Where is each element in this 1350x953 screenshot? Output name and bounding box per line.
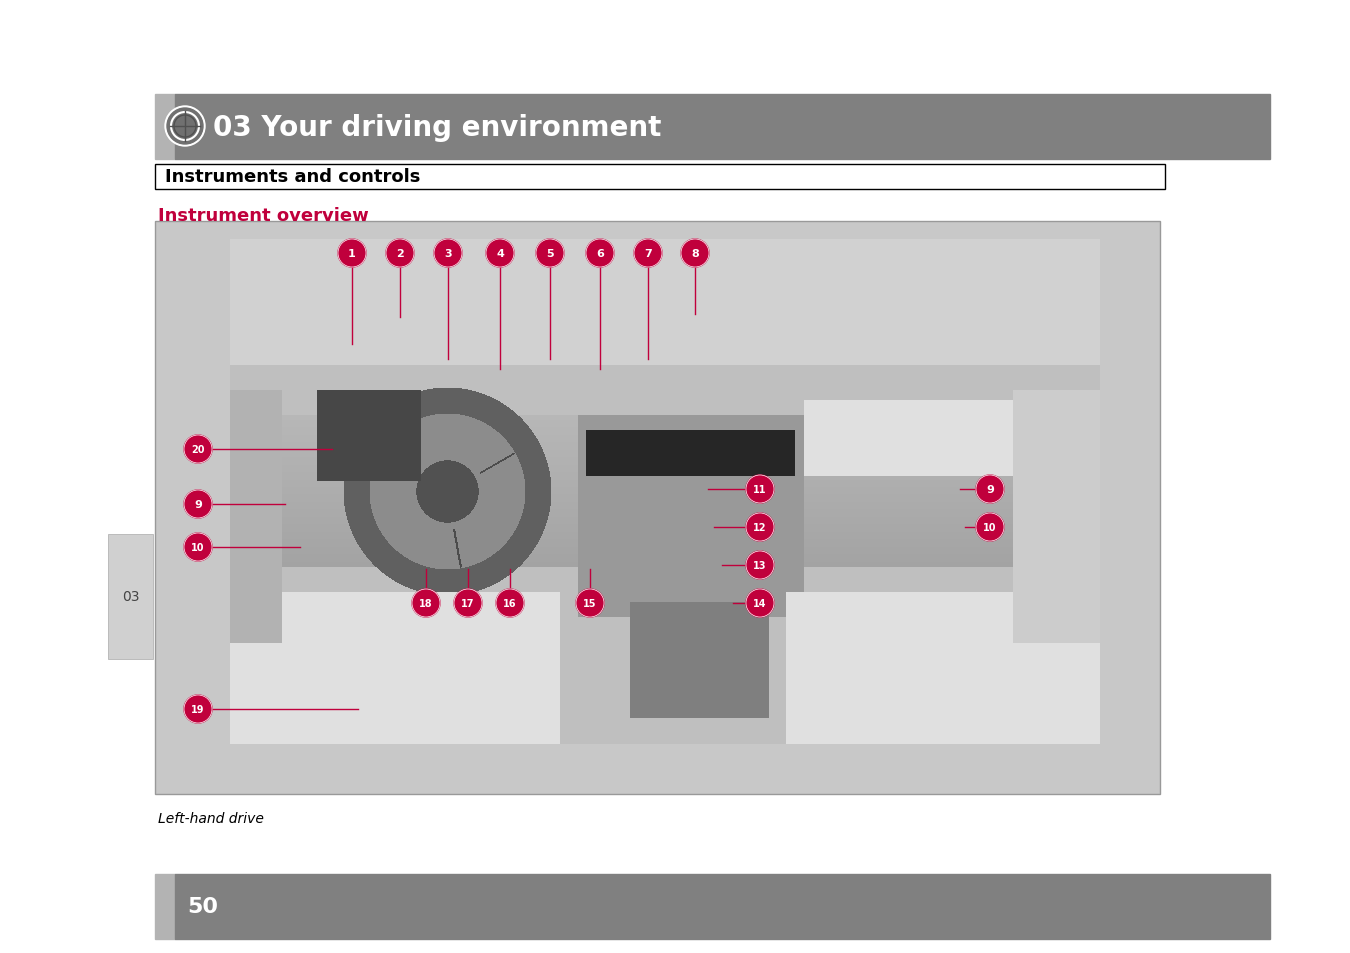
- Bar: [155, 222, 1160, 794]
- Circle shape: [747, 514, 774, 541]
- Circle shape: [386, 240, 414, 268]
- Text: Instruments and controls: Instruments and controls: [165, 169, 420, 186]
- Text: 3: 3: [444, 249, 452, 258]
- Bar: [108, 535, 153, 659]
- Bar: [155, 874, 176, 939]
- Text: 03 Your driving environment: 03 Your driving environment: [213, 113, 662, 141]
- Circle shape: [586, 240, 614, 268]
- Circle shape: [184, 491, 212, 518]
- Circle shape: [433, 240, 462, 268]
- Text: 20: 20: [192, 444, 205, 455]
- Text: Instrument overview: Instrument overview: [158, 207, 369, 225]
- Circle shape: [167, 109, 202, 145]
- Circle shape: [495, 589, 524, 618]
- Circle shape: [536, 240, 564, 268]
- Text: 03: 03: [122, 590, 139, 604]
- Circle shape: [165, 107, 205, 147]
- Text: 2: 2: [396, 249, 404, 258]
- Circle shape: [184, 696, 212, 723]
- Circle shape: [747, 552, 774, 579]
- Circle shape: [747, 589, 774, 618]
- Circle shape: [634, 240, 662, 268]
- Text: 19: 19: [192, 704, 205, 714]
- Text: 16: 16: [504, 598, 517, 608]
- Text: 1: 1: [348, 249, 356, 258]
- Text: Left-hand drive: Left-hand drive: [158, 811, 263, 825]
- Circle shape: [412, 589, 440, 618]
- Bar: [155, 165, 1165, 190]
- Text: 18: 18: [420, 598, 433, 608]
- Circle shape: [338, 240, 366, 268]
- Text: 6: 6: [597, 249, 603, 258]
- Circle shape: [576, 589, 603, 618]
- Text: 11: 11: [753, 484, 767, 495]
- Text: 9: 9: [194, 499, 202, 510]
- Text: 15: 15: [583, 598, 597, 608]
- Text: 13: 13: [753, 560, 767, 571]
- Text: 8: 8: [691, 249, 699, 258]
- Text: 4: 4: [495, 249, 504, 258]
- Circle shape: [486, 240, 514, 268]
- Bar: [176, 95, 1270, 160]
- Circle shape: [976, 514, 1004, 541]
- Circle shape: [184, 534, 212, 561]
- Text: 5: 5: [547, 249, 553, 258]
- Text: 50: 50: [188, 897, 217, 917]
- Text: 10: 10: [192, 542, 205, 553]
- Bar: [155, 95, 176, 160]
- Bar: [176, 874, 1270, 939]
- Text: 17: 17: [462, 598, 475, 608]
- Circle shape: [976, 476, 1004, 503]
- Circle shape: [184, 436, 212, 463]
- Circle shape: [747, 476, 774, 503]
- Text: 14: 14: [753, 598, 767, 608]
- Text: 12: 12: [753, 522, 767, 533]
- Text: 10: 10: [983, 522, 996, 533]
- Circle shape: [680, 240, 709, 268]
- Text: 7: 7: [644, 249, 652, 258]
- Circle shape: [454, 589, 482, 618]
- Text: 9: 9: [986, 484, 994, 495]
